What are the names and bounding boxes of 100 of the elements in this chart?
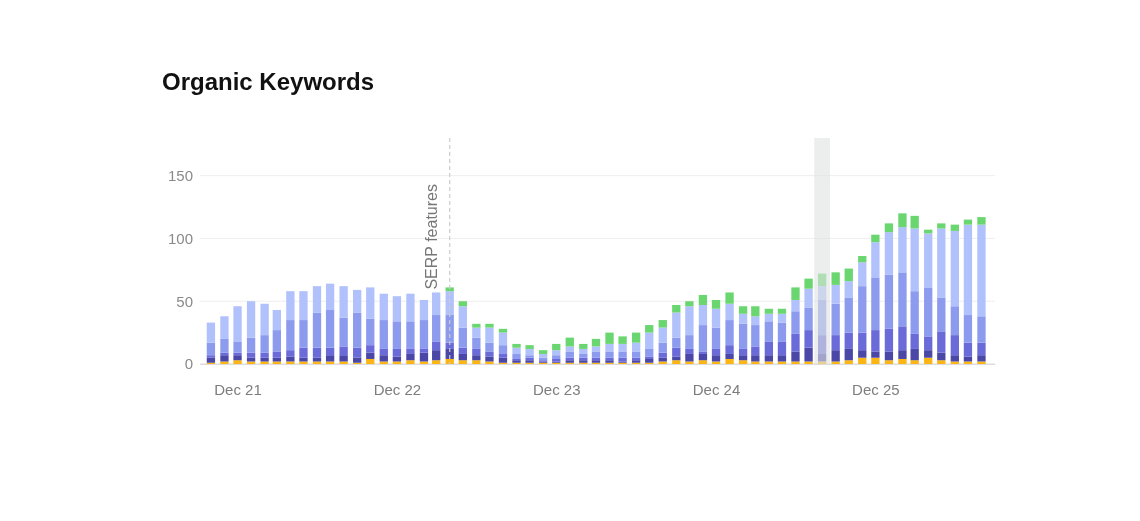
bar [858,262,867,287]
bar [738,355,748,361]
bar [579,353,588,358]
bar [353,357,362,363]
bar [858,256,867,263]
bar [366,318,375,346]
bar [963,315,973,343]
bar [472,337,481,349]
bar [804,347,813,362]
bar [831,272,840,285]
bar [392,356,402,362]
bar [738,313,748,324]
bar [325,310,335,348]
bar [831,361,840,364]
bar [817,273,827,287]
bar [406,293,415,322]
bar [751,306,760,317]
bar [725,353,734,359]
bar [698,360,708,364]
bar [871,351,880,358]
bar [977,355,986,362]
bar [791,311,800,334]
bar [445,358,454,364]
bar [658,352,667,358]
bar [286,320,295,351]
bar [963,342,973,357]
bar [871,242,880,278]
bar [339,361,348,364]
bar [738,348,748,356]
bar [738,306,748,314]
bar [579,348,588,354]
bar [206,355,216,358]
bar [777,313,787,323]
bar [658,327,667,343]
bar [725,358,734,364]
bar [366,352,375,359]
bar [884,360,894,364]
bar [286,291,295,321]
bar [711,327,721,349]
bar [937,223,946,229]
bar [286,350,295,357]
bar [924,336,933,351]
bar [220,316,229,339]
bar [817,361,827,364]
bar [472,355,481,361]
bar [618,336,627,344]
bar [485,356,494,362]
bar [512,347,521,354]
bar [950,355,959,362]
bar [924,357,933,364]
bar [924,287,933,337]
bar [791,361,800,364]
bar [924,233,933,288]
bar [937,360,946,364]
bar [751,346,760,356]
bar [950,335,959,356]
bar [977,361,986,364]
bar [458,347,467,354]
bar [498,332,508,346]
bar [498,357,508,363]
bar [871,234,880,243]
bar [299,347,308,358]
bar [286,361,295,364]
bar [791,333,800,352]
bar [498,328,508,333]
bar [685,301,694,307]
bar [260,335,269,353]
bar [711,299,721,309]
bar [698,353,708,361]
bar [725,303,734,321]
bar [844,332,853,349]
bar [791,287,800,300]
bar [898,213,907,228]
bar [884,274,894,329]
bar [233,355,242,361]
bar [711,361,721,364]
bar [498,353,508,358]
bar [764,308,774,314]
bar [525,348,534,356]
bar [379,293,388,321]
bar [844,281,853,298]
bar [312,286,322,313]
bar [725,320,734,346]
bar [458,306,467,328]
bar [220,361,229,364]
bar [379,348,388,356]
bar [339,346,348,356]
bar [445,315,454,343]
bar [777,341,787,356]
bar [406,360,415,364]
bar [458,301,467,307]
bar [950,361,959,364]
bar [565,346,574,352]
bar [406,348,415,354]
bar [844,268,853,282]
bar [871,277,880,331]
bar [858,357,867,364]
bar [764,321,774,342]
bar [552,350,561,356]
bar [831,350,840,362]
